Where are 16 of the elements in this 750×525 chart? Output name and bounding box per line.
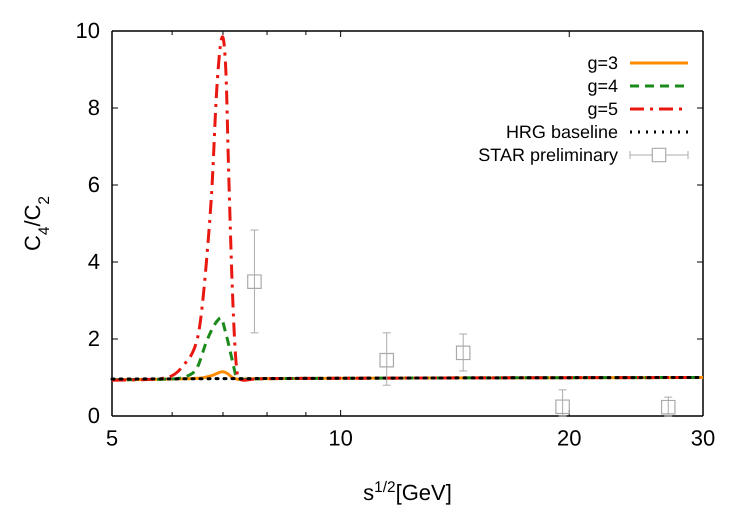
y-tick-label: 4: [88, 249, 100, 274]
x-tick-label: 10: [328, 426, 353, 451]
legend-label: g=4: [587, 76, 618, 96]
legend-label: HRG baseline: [506, 122, 618, 142]
legend-label: STAR preliminary: [478, 145, 618, 165]
y-tick-label: 8: [88, 95, 100, 120]
y-tick-label: 6: [88, 172, 100, 198]
x-tick-label: 5: [106, 426, 118, 451]
x-tick-label: 30: [690, 426, 716, 451]
y-tick-label: 2: [88, 326, 100, 352]
x-tick-label: 20: [557, 426, 582, 451]
y-tick-label: 10: [76, 18, 100, 44]
x-axis-title: s$^{1/2}$[GeV]: [363, 478, 452, 505]
y-tick-label: 0: [88, 403, 100, 428]
legend-label: g=3: [587, 53, 618, 73]
legend-label: g=5: [587, 99, 618, 119]
